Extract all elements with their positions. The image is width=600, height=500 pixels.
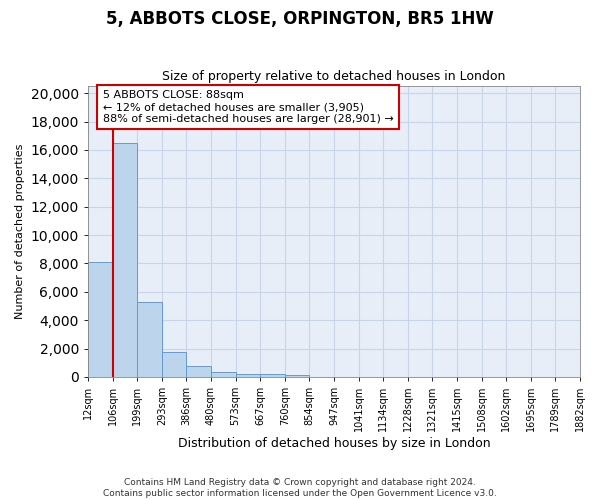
Bar xyxy=(285,375,310,377)
Bar xyxy=(211,372,236,377)
Bar xyxy=(162,352,187,377)
Text: 5, ABBOTS CLOSE, ORPINGTON, BR5 1HW: 5, ABBOTS CLOSE, ORPINGTON, BR5 1HW xyxy=(106,10,494,28)
Bar xyxy=(113,143,137,377)
Title: Size of property relative to detached houses in London: Size of property relative to detached ho… xyxy=(162,70,506,84)
Bar xyxy=(187,366,211,377)
Bar xyxy=(88,262,113,377)
Bar xyxy=(260,374,285,377)
Bar xyxy=(236,374,260,377)
Y-axis label: Number of detached properties: Number of detached properties xyxy=(15,144,25,319)
Text: Contains HM Land Registry data © Crown copyright and database right 2024.
Contai: Contains HM Land Registry data © Crown c… xyxy=(103,478,497,498)
X-axis label: Distribution of detached houses by size in London: Distribution of detached houses by size … xyxy=(178,437,490,450)
Text: 5 ABBOTS CLOSE: 88sqm
← 12% of detached houses are smaller (3,905)
88% of semi-d: 5 ABBOTS CLOSE: 88sqm ← 12% of detached … xyxy=(103,90,394,124)
Bar xyxy=(137,302,162,377)
